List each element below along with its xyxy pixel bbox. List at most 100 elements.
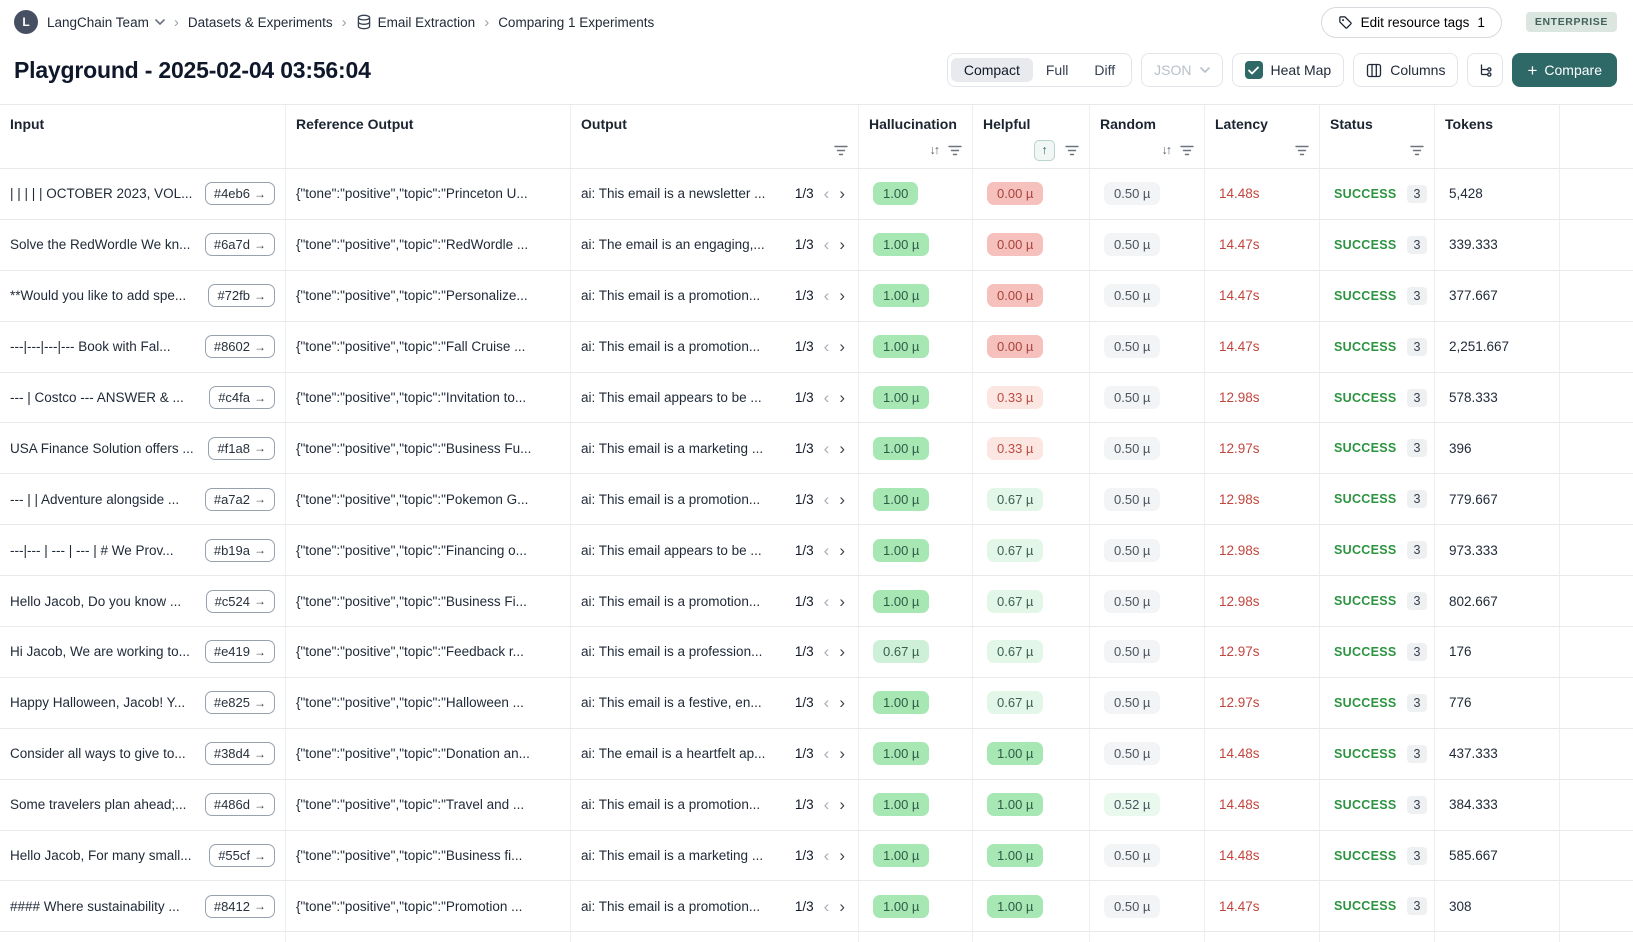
chevron-right-icon[interactable]: › bbox=[839, 184, 845, 204]
filter-icon[interactable] bbox=[1295, 145, 1309, 156]
example-link[interactable]: #b19a → bbox=[204, 538, 275, 562]
chevron-left-icon[interactable]: ‹ bbox=[823, 591, 830, 611]
team-avatar[interactable]: L bbox=[14, 10, 38, 34]
example-link[interactable]: #4eb6 → bbox=[204, 182, 275, 206]
example-link[interactable]: #6a7d → bbox=[204, 233, 275, 257]
table-row[interactable]: **Would you like to add spe... #72fb → {… bbox=[0, 270, 1633, 322]
attempt-count-badge: 3 bbox=[1406, 744, 1428, 763]
chevron-left-icon[interactable]: ‹ bbox=[823, 896, 830, 916]
chevron-left-icon[interactable]: ‹ bbox=[823, 286, 830, 306]
chevron-right-icon[interactable]: › bbox=[839, 744, 845, 764]
input-text: ---|--- | --- | --- | # We Prov... bbox=[10, 542, 174, 558]
chevron-right-icon[interactable]: › bbox=[839, 693, 845, 713]
chevron-left-icon[interactable]: ‹ bbox=[823, 438, 830, 458]
team-selector[interactable]: LangChain Team bbox=[47, 15, 165, 30]
table-row[interactable]: ---|--- | --- | --- | # We Prov... #b19a… bbox=[0, 525, 1633, 577]
chevron-left-icon[interactable]: ‹ bbox=[823, 693, 830, 713]
example-link[interactable]: #e825 → bbox=[204, 691, 275, 715]
filter-icon[interactable] bbox=[1065, 145, 1079, 156]
example-link[interactable]: #f1a8 → bbox=[208, 436, 275, 460]
table-row[interactable]: Hi Jacob, We are working to... #e419 → {… bbox=[0, 627, 1633, 678]
sort-icon[interactable]: ↓↑ bbox=[1161, 143, 1172, 157]
heat-map-checkbox[interactable] bbox=[1244, 61, 1263, 79]
example-link[interactable]: #e419 → bbox=[204, 640, 275, 664]
sort-icon[interactable]: ↓↑ bbox=[929, 143, 940, 157]
tokens-cell: 585.667 bbox=[1435, 830, 1560, 881]
arrow-right-icon: → bbox=[254, 288, 266, 303]
table-row[interactable]: | | | | | OCTOBER 2023, VOL... #4eb6 → {… bbox=[0, 169, 1633, 220]
chevron-left-icon[interactable]: ‹ bbox=[823, 235, 830, 255]
output-text: ai: This email is a marketing ... bbox=[581, 440, 764, 456]
plus-icon: + bbox=[1527, 60, 1538, 80]
example-link[interactable]: #8412 → bbox=[204, 894, 275, 918]
example-link[interactable]: #c524 → bbox=[205, 589, 275, 613]
chevron-left-icon[interactable]: ‹ bbox=[823, 744, 830, 764]
status-cell: SUCCESS 3 bbox=[1320, 830, 1435, 881]
table-row[interactable]: Hello Jacob, For many small... #55cf → {… bbox=[0, 830, 1633, 882]
edit-resource-tags-button[interactable]: Edit resource tags 1 bbox=[1320, 6, 1502, 38]
sort-ascending-icon[interactable]: ↑ bbox=[1034, 139, 1055, 161]
table-row[interactable]: --- | Costco --- ANSWER & ... #c4fa → {"… bbox=[0, 372, 1633, 424]
table-row[interactable]: Solve the RedWordle We kn... #6a7d → {"t… bbox=[0, 219, 1633, 271]
chevron-right-icon[interactable]: › bbox=[839, 286, 845, 306]
example-link[interactable]: #8602 → bbox=[204, 335, 275, 359]
example-link[interactable]: #486d → bbox=[204, 793, 275, 817]
table-row[interactable]: ---|---|---|--- Book with Fal... #8602 →… bbox=[0, 321, 1633, 373]
compare-button[interactable]: + Compare bbox=[1512, 53, 1617, 87]
tokens-cell: 176 bbox=[1435, 627, 1560, 677]
chevron-right-icon[interactable]: › bbox=[839, 438, 845, 458]
json-dropdown[interactable]: JSON bbox=[1141, 53, 1223, 87]
chevron-right-icon[interactable]: › bbox=[839, 489, 845, 509]
heat-map-toggle[interactable]: Heat Map bbox=[1231, 53, 1345, 87]
filter-icon[interactable] bbox=[1410, 145, 1424, 156]
helpful-score-badge: 1.00 µ bbox=[987, 742, 1044, 766]
chevron-left-icon[interactable]: ‹ bbox=[823, 642, 830, 662]
chevron-left-icon[interactable]: ‹ bbox=[823, 540, 830, 560]
latency-cell: 12.98s bbox=[1205, 525, 1320, 576]
chevron-right-icon[interactable]: › bbox=[839, 795, 845, 815]
chevron-left-icon[interactable]: ‹ bbox=[823, 489, 830, 509]
columns-button[interactable]: Columns bbox=[1353, 53, 1459, 87]
chevron-left-icon[interactable]: ‹ bbox=[823, 184, 830, 204]
chevron-right-icon[interactable]: › bbox=[839, 337, 845, 357]
hallucination-cell: 1.00 µ bbox=[859, 881, 973, 932]
helpful-cell: 0.67 µ bbox=[973, 474, 1090, 525]
tree-view-button[interactable] bbox=[1467, 53, 1504, 87]
example-link[interactable]: #55cf → bbox=[209, 844, 275, 868]
table-row[interactable]: Hello Jacob, Do you know ... #c524 → {"t… bbox=[0, 576, 1633, 628]
latency-cell: 12.98s bbox=[1205, 372, 1320, 423]
chevron-left-icon[interactable]: ‹ bbox=[823, 388, 830, 407]
table-row[interactable]: #### Where sustainability ... #8412 → {"… bbox=[0, 881, 1633, 933]
breadcrumb-datasets[interactable]: Datasets & Experiments bbox=[187, 14, 333, 30]
example-link[interactable]: #38d4 → bbox=[204, 742, 275, 766]
chevron-left-icon[interactable]: ‹ bbox=[823, 846, 830, 866]
latency-value: 14.47s bbox=[1219, 339, 1260, 355]
table-row[interactable]: Happy Halloween, Jacob! Y... #e825 → {"t… bbox=[0, 677, 1633, 729]
chevron-right-icon[interactable]: › bbox=[839, 846, 845, 866]
example-link[interactable]: #72fb → bbox=[208, 284, 275, 308]
filter-icon[interactable] bbox=[834, 145, 848, 156]
random-cell: 0.52 µ bbox=[1090, 779, 1205, 830]
table-row[interactable]: Some travelers plan ahead;... #486d → {"… bbox=[0, 779, 1633, 831]
filter-icon[interactable] bbox=[948, 145, 962, 156]
chevron-right-icon[interactable]: › bbox=[839, 235, 845, 255]
chevron-right-icon[interactable]: › bbox=[839, 642, 845, 662]
table-row[interactable]: Consider all ways to give to... #38d4 → … bbox=[0, 728, 1633, 780]
example-link[interactable]: #c4fa → bbox=[209, 386, 275, 409]
tab-diff[interactable]: Diff bbox=[1094, 62, 1116, 78]
arrow-right-icon: → bbox=[254, 441, 266, 456]
latency-value: 12.98s bbox=[1219, 491, 1260, 507]
chevron-left-icon[interactable]: ‹ bbox=[823, 795, 830, 815]
example-link[interactable]: #a7a2 → bbox=[204, 487, 275, 511]
breadcrumb-dataset[interactable]: Email Extraction bbox=[356, 14, 475, 30]
tab-full[interactable]: Full bbox=[1045, 62, 1069, 78]
table-row[interactable]: --- | | Adventure alongside ... #a7a2 → … bbox=[0, 474, 1633, 526]
chevron-right-icon[interactable]: › bbox=[839, 540, 845, 560]
chevron-right-icon[interactable]: › bbox=[839, 896, 845, 916]
chevron-left-icon[interactable]: ‹ bbox=[823, 337, 830, 357]
tab-compact[interactable]: Compact bbox=[950, 58, 1033, 82]
table-row[interactable]: USA Finance Solution offers ... #f1a8 → … bbox=[0, 423, 1633, 475]
chevron-right-icon[interactable]: › bbox=[839, 591, 845, 611]
filter-icon[interactable] bbox=[1180, 145, 1194, 156]
chevron-right-icon[interactable]: › bbox=[839, 388, 845, 407]
